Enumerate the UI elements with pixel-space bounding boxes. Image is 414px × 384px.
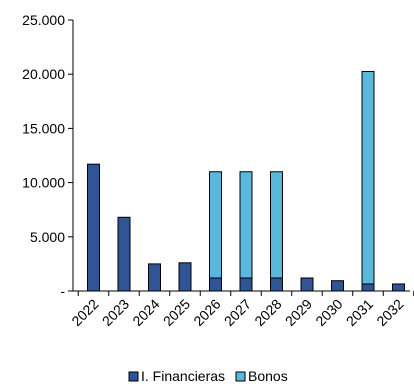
bar-bonos-2031: [361, 70, 375, 285]
y-tick-label: 15.000: [22, 120, 65, 136]
y-tick-label: 5.000: [30, 229, 65, 245]
x-tick-label: 2030: [312, 296, 345, 329]
x-tick-label: 2029: [282, 296, 315, 329]
y-axis-ticks: - 5.000 10.000 15.000 20.000 25.000: [22, 12, 73, 299]
bar-i-financieras-2025: [178, 262, 192, 292]
bar-i-financieras-2027: [239, 277, 253, 292]
x-tick-label: 2027: [221, 296, 254, 329]
bar-bonos-2026: [209, 171, 222, 279]
bar-bonos-2027: [239, 171, 253, 279]
bars-group: [87, 70, 405, 292]
bar-i-financieras-2024: [148, 263, 161, 292]
x-tick-label: 2022: [68, 296, 101, 329]
bar-i-financieras-2029: [300, 277, 314, 292]
x-tick-label: 2031: [343, 296, 376, 329]
legend-swatch-i-financieras: [128, 371, 139, 382]
x-tick-label: 2032: [373, 296, 406, 329]
bar-i-financieras-2022: [87, 163, 100, 292]
y-tick-label: 10.000: [22, 175, 65, 191]
legend: I. Financieras Bonos: [128, 368, 288, 384]
y-tick-label: 25.000: [22, 12, 65, 28]
x-axis-ticks: 2022202320242025202620272028202920302031…: [68, 291, 414, 329]
legend-label-i-financieras: I. Financieras: [141, 368, 225, 384]
x-tick-label: 2028: [251, 296, 284, 329]
x-tick-label: 2025: [160, 296, 193, 329]
bar-i-financieras-2030: [331, 280, 344, 292]
x-tick-label: 2023: [99, 296, 132, 329]
x-tick-label: 2024: [129, 296, 162, 329]
bar-i-financieras-2023: [117, 216, 131, 292]
bar-i-financieras-2028: [270, 277, 283, 292]
legend-label-bonos: Bonos: [248, 368, 288, 384]
y-tick-label: 20.000: [22, 66, 65, 82]
bar-bonos-2028: [270, 171, 283, 279]
legend-swatch-bonos: [235, 371, 246, 382]
x-tick-label: 2026: [190, 296, 223, 329]
bar-i-financieras-2032: [392, 283, 405, 292]
bar-i-financieras-2026: [209, 277, 222, 292]
y-tick-label: -: [60, 283, 65, 299]
bar-i-financieras-2031: [361, 283, 375, 292]
